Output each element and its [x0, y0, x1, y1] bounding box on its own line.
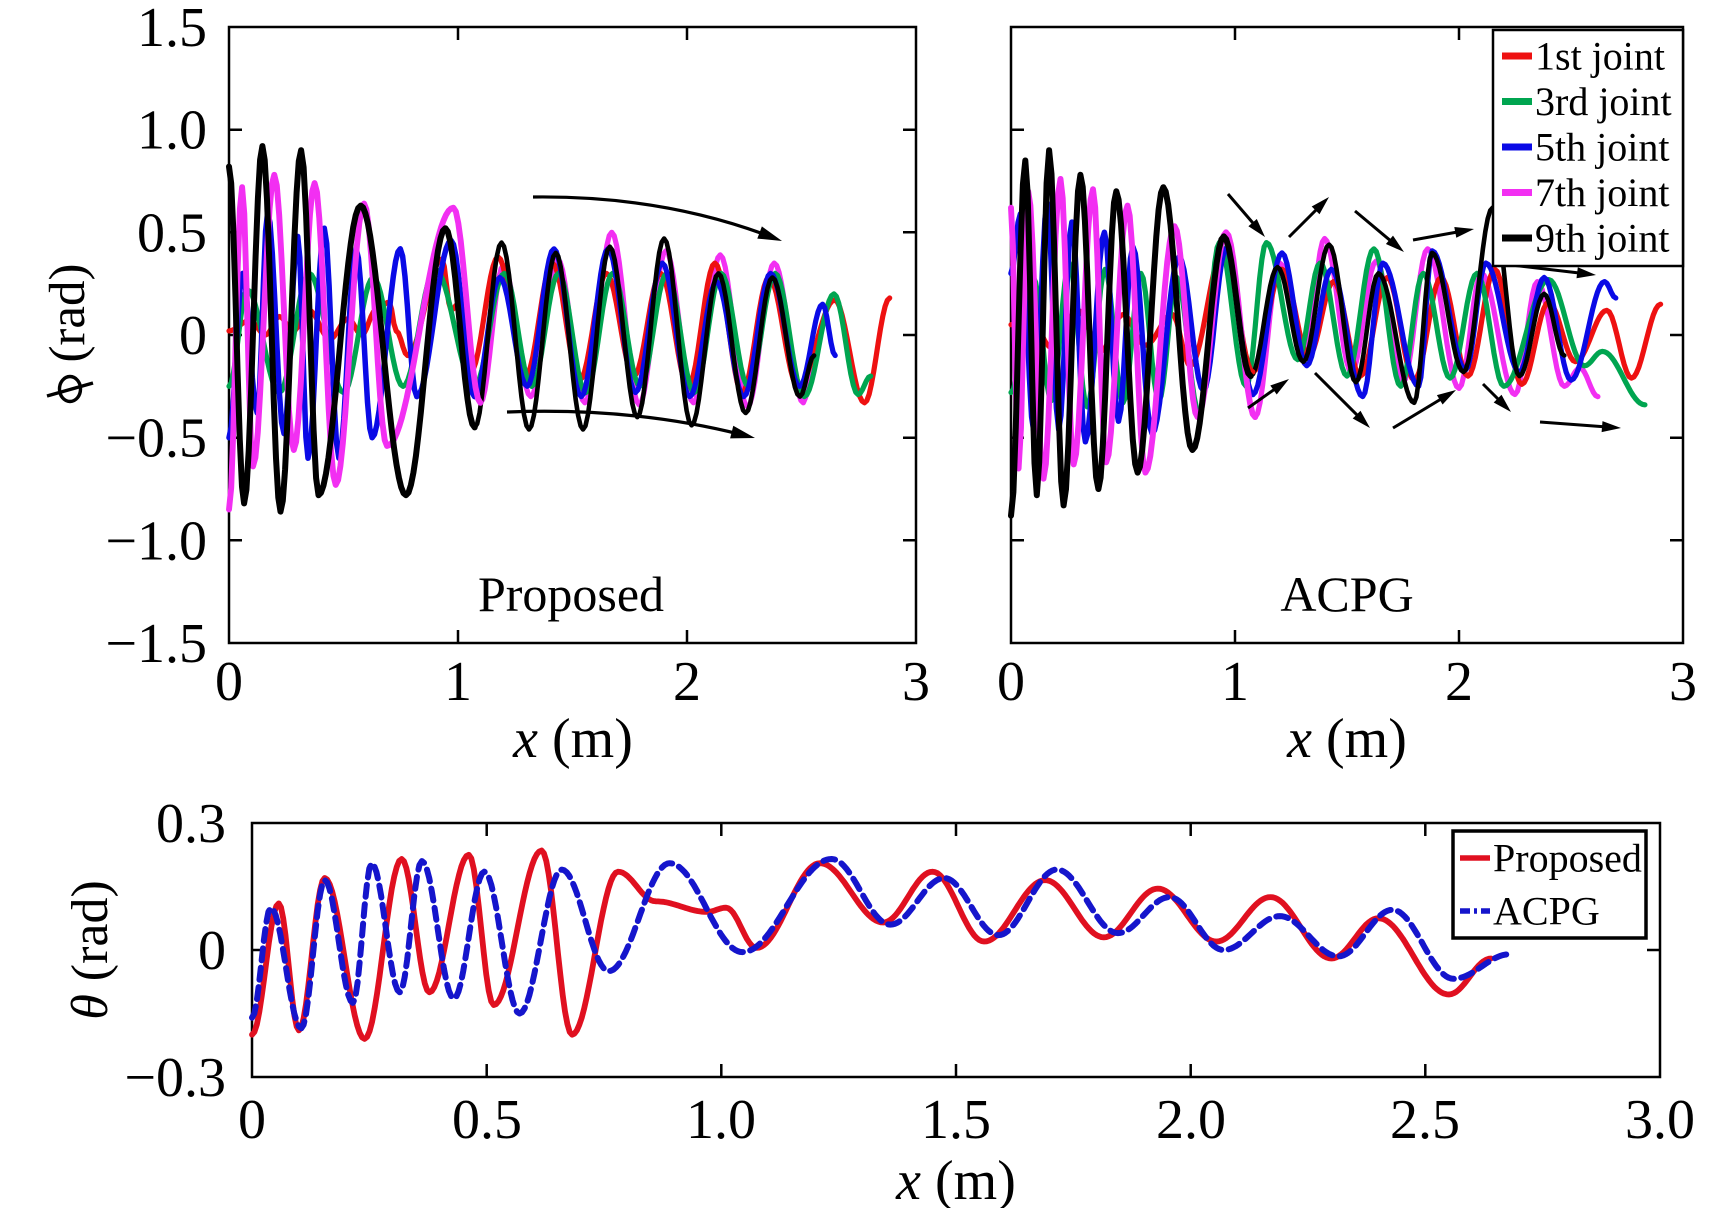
svg-text:0: 0: [238, 1089, 266, 1151]
svg-text:2.5: 2.5: [1390, 1089, 1460, 1151]
svg-text:0: 0: [198, 920, 226, 982]
svg-text:2.0: 2.0: [1156, 1089, 1226, 1151]
svg-text:x (m): x (m): [895, 1150, 1016, 1208]
svg-text:3rd joint: 3rd joint: [1535, 79, 1672, 124]
svg-text:0: 0: [997, 651, 1025, 713]
svg-text:0.5: 0.5: [137, 202, 207, 264]
svg-text:x (m): x (m): [512, 708, 633, 770]
svg-text:9th joint: 9th joint: [1535, 216, 1669, 261]
svg-text:Proposed: Proposed: [1493, 836, 1642, 881]
svg-text:0: 0: [215, 651, 243, 713]
svg-text:1.0: 1.0: [686, 1089, 756, 1151]
svg-text:5th joint: 5th joint: [1535, 125, 1669, 170]
svg-text:−1.0: −1.0: [105, 510, 207, 572]
svg-text:0.5: 0.5: [452, 1089, 522, 1151]
svg-text:θ (rad): θ (rad): [62, 880, 119, 1020]
svg-text:1.5: 1.5: [921, 1089, 991, 1151]
svg-text:7th joint: 7th joint: [1535, 170, 1669, 215]
svg-text:1st joint: 1st joint: [1535, 34, 1665, 79]
svg-text:1: 1: [444, 651, 472, 713]
svg-text:1.0: 1.0: [137, 100, 207, 162]
svg-text:1: 1: [1221, 651, 1249, 713]
svg-text:3.0: 3.0: [1625, 1089, 1695, 1151]
svg-text:0.3: 0.3: [156, 793, 226, 855]
svg-text:3: 3: [902, 651, 930, 713]
svg-text:1.5: 1.5: [137, 0, 207, 59]
svg-text:0: 0: [179, 305, 207, 367]
svg-text:x (m): x (m): [1286, 708, 1407, 770]
svg-text:−1.5: −1.5: [105, 613, 207, 675]
svg-text:ACPG: ACPG: [1280, 566, 1413, 622]
svg-text:3: 3: [1669, 651, 1697, 713]
svg-text:−0.5: −0.5: [105, 408, 207, 470]
svg-text:2: 2: [1445, 651, 1473, 713]
svg-text:(rad): (rad): [40, 263, 96, 362]
svg-text:−0.3: −0.3: [124, 1047, 226, 1109]
svg-text:ACPG: ACPG: [1493, 889, 1600, 934]
svg-text:2: 2: [673, 651, 701, 713]
svg-text:Proposed: Proposed: [478, 566, 664, 622]
